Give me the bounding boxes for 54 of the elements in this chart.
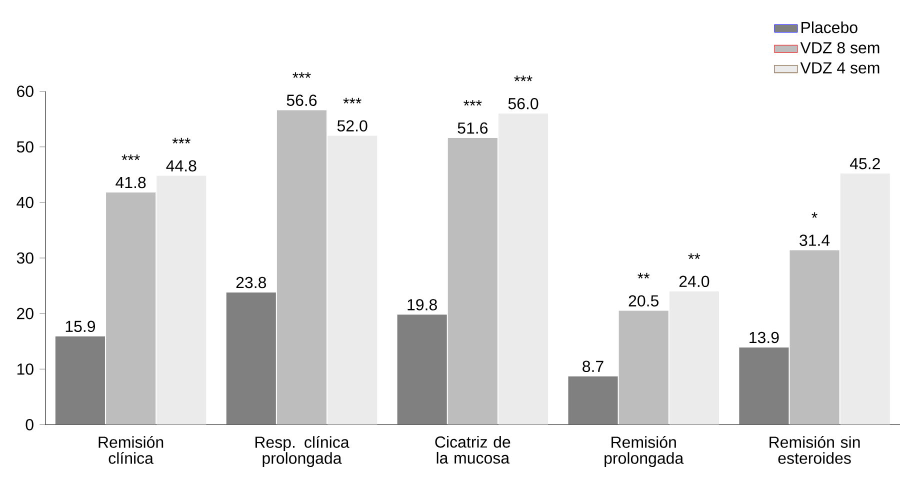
data-label: 45.2 <box>850 158 880 170</box>
bar <box>840 174 890 425</box>
legend-label: VDZ 8 sem <box>800 42 880 54</box>
annotation: *** <box>464 100 482 106</box>
data-label: 51.6 <box>458 122 488 134</box>
bar <box>156 176 206 425</box>
data-label: 20.5 <box>628 295 658 306</box>
x-tick-label: Remisión sin esteroides <box>770 436 860 464</box>
x-tick-label: Remisión prolongada <box>604 436 684 468</box>
annotation: ** <box>638 272 650 278</box>
bar <box>226 292 276 425</box>
data-label: 56.0 <box>508 98 538 110</box>
data-label: 23.8 <box>236 276 266 288</box>
data-label: 52.0 <box>337 120 368 132</box>
annotation: ** <box>688 253 700 260</box>
y-tick-label: 30 <box>16 252 34 264</box>
bar <box>618 310 668 425</box>
bar <box>55 336 105 425</box>
x-tick-label: Cicatriz de la mucosa <box>435 436 510 464</box>
legend-label: VDZ 4 sem <box>800 62 880 74</box>
y-tick-label: 60 <box>17 86 34 97</box>
data-label: 44.8 <box>166 160 196 172</box>
data-label: 41.8 <box>116 176 146 188</box>
data-label: 24.0 <box>679 276 710 288</box>
data-label: 13.9 <box>750 332 779 344</box>
bar <box>328 136 378 425</box>
bar <box>397 314 447 425</box>
annotation: *** <box>292 72 311 78</box>
x-tick-label: Remisión clínica <box>98 436 164 464</box>
bar <box>498 114 548 425</box>
y-tick-label: 20 <box>17 308 34 320</box>
y-tick-label: 50 <box>16 141 34 153</box>
bar <box>448 138 498 425</box>
bar <box>790 250 840 425</box>
annotation: *** <box>122 154 140 160</box>
data-label: 56.6 <box>286 94 317 106</box>
data-label: 8.7 <box>582 360 604 372</box>
bar <box>568 376 618 425</box>
annotation: *** <box>343 98 362 104</box>
bar <box>106 192 156 425</box>
legend-label: Placebo <box>802 21 858 34</box>
x-tick-label: Resp. clínica prolongada <box>255 436 350 468</box>
y-tick-label: 40 <box>16 196 34 208</box>
data-label: 31.4 <box>800 234 830 246</box>
annotation: * <box>812 212 818 218</box>
annotation: *** <box>172 138 190 144</box>
bar <box>739 347 789 425</box>
bar <box>669 291 719 425</box>
y-tick-label: 0 <box>26 419 34 430</box>
bar <box>276 110 327 425</box>
data-label: 15.9 <box>66 320 96 332</box>
y-tick-label: 10 <box>17 363 34 375</box>
annotation: *** <box>514 76 532 82</box>
data-label: 19.8 <box>408 299 437 310</box>
